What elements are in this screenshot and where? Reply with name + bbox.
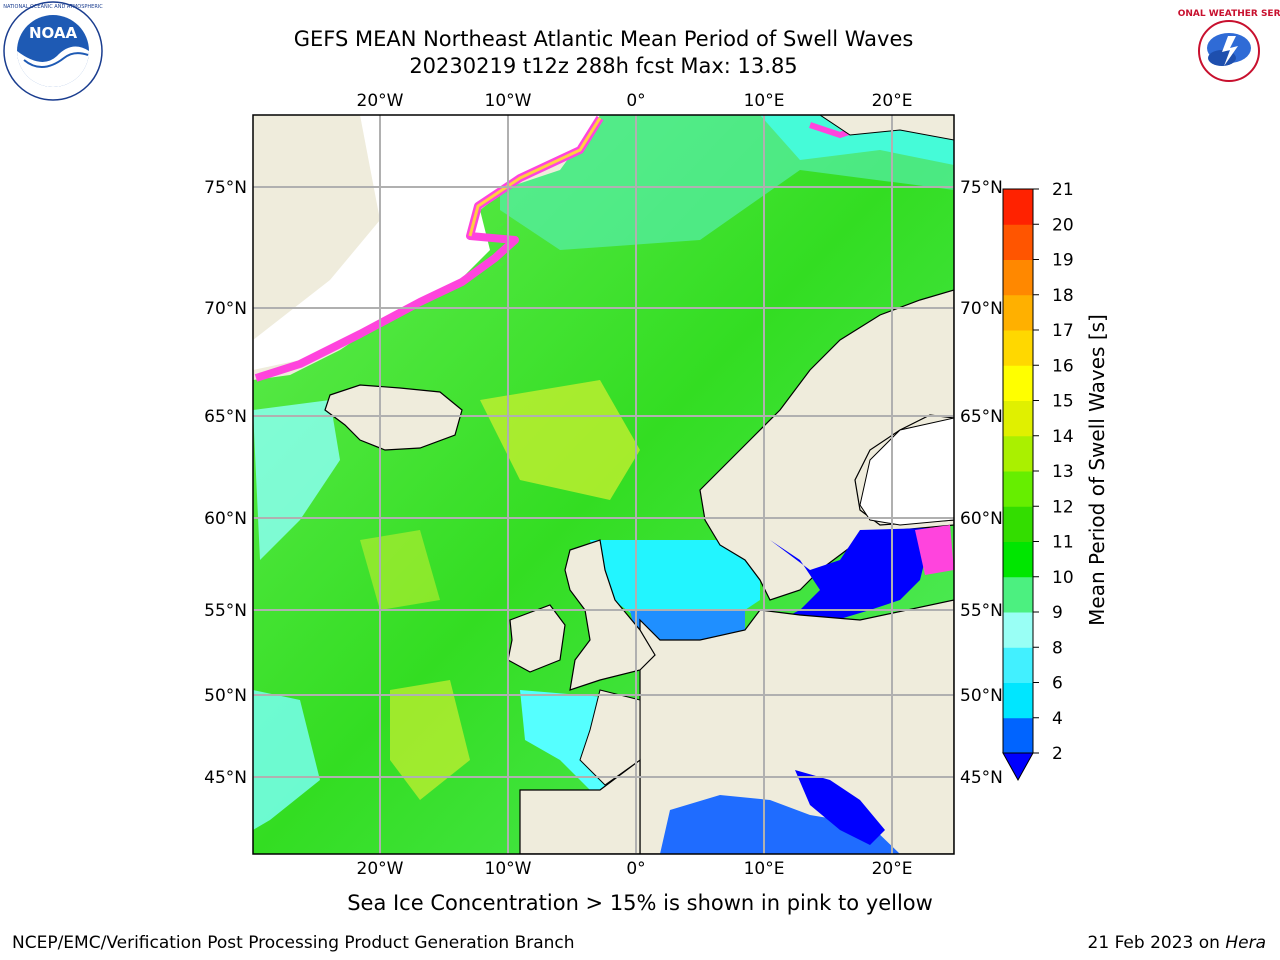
footer-host: Hera (1225, 933, 1266, 953)
colorbar-segment (1003, 647, 1033, 683)
colorbar-segment (1003, 294, 1033, 331)
colorbar-tick-label: 18 (1052, 286, 1074, 306)
lon-label: 20°E (872, 859, 913, 879)
nws-logo-text: NATIONAL WEATHER SERVICE (1178, 9, 1280, 19)
colorbar-tick-label: 10 (1052, 568, 1074, 588)
colorbar-tick-label: 11 (1052, 533, 1074, 553)
colorbar-tick-label: 16 (1052, 356, 1074, 376)
colorbar-label: Mean Period of Swell Waves [s] (1085, 314, 1109, 626)
colorbar-tick-label: 17 (1052, 321, 1074, 341)
lon-label: 0° (626, 859, 645, 879)
lon-labels-top: 20°W 10°W 0° 10°E 20°E (357, 91, 913, 111)
colorbar-segment (1003, 400, 1033, 437)
noaa-logo-text: NOAA (29, 24, 78, 42)
colorbar-tick-label: 14 (1052, 427, 1074, 447)
lon-label: 20°W (357, 859, 404, 879)
lat-label: 75°N (960, 178, 1003, 198)
lat-label: 75°N (204, 178, 247, 198)
colorbar-tick-label: 20 (1052, 215, 1074, 235)
footer-date-text: 21 Feb 2023 on (1087, 933, 1226, 953)
nws-logo: NATIONAL WEATHER SERVICE (1178, 5, 1280, 97)
noaa-logo: NOAA NATIONAL OCEANIC AND ATMOSPHERIC (3, 1, 103, 101)
lat-label: 60°N (960, 509, 1003, 529)
colorbar-segment (1003, 259, 1033, 296)
colorbar-tick-label: 15 (1052, 392, 1074, 412)
colorbar-tick-label: 2 (1052, 744, 1063, 764)
lat-label: 65°N (960, 407, 1003, 427)
lon-label: 10°E (744, 91, 785, 111)
lat-labels-left: 75°N 70°N 65°N 60°N 55°N 50°N 45°N (204, 178, 247, 788)
map-field (253, 115, 954, 854)
colorbar-segment (1003, 189, 1033, 225)
lat-label: 60°N (204, 509, 247, 529)
colorbar-tick-label: 12 (1052, 497, 1074, 517)
chart-title: GEFS MEAN Northeast Atlantic Mean Period… (293, 27, 914, 51)
colorbar-segment (1003, 224, 1033, 260)
colorbar-segment (1003, 506, 1033, 542)
graticule (253, 115, 954, 854)
colorbar-segment (1003, 471, 1033, 507)
footer-credit: NCEP/EMC/Verification Post Processing Pr… (12, 933, 575, 953)
footer-date: 21 Feb 2023 on Hera (1088, 933, 1266, 953)
lat-label: 70°N (204, 299, 247, 319)
lat-label: 70°N (960, 299, 1003, 319)
lat-label: 55°N (960, 601, 1003, 621)
colorbar-tick-label: 4 (1052, 709, 1063, 729)
lon-labels-bottom: 20°W 10°W 0° 10°E 20°E (357, 859, 913, 879)
sea-ice-caption: Sea Ice Concentration > 15% is shown in … (347, 891, 933, 915)
colorbar-tick-label: 8 (1052, 638, 1063, 658)
colorbar-segment (1003, 365, 1033, 401)
colorbar-segment (1003, 435, 1033, 472)
lon-label: 10°W (485, 91, 532, 111)
colorbar-segment (1003, 612, 1033, 648)
colorbar-segment (1003, 682, 1033, 719)
lon-label: 20°E (872, 91, 913, 111)
lat-label: 45°N (960, 768, 1003, 788)
colorbar-tick-label: 9 (1052, 603, 1063, 623)
colorbar-tick-label: 19 (1052, 251, 1074, 271)
colorbar-tick-label: 6 (1052, 674, 1063, 694)
lon-label: 10°E (744, 859, 785, 879)
lat-label: 65°N (204, 407, 247, 427)
colorbar: 21 20 19 18 17 16 15 14 13 12 11 10 9 8 6 4 2 (1002, 180, 1074, 782)
lat-label: 45°N (204, 768, 247, 788)
lat-label: 50°N (204, 686, 247, 706)
map-frame (252, 114, 955, 855)
lon-label: 20°W (357, 91, 404, 111)
lon-label: 10°W (485, 859, 532, 879)
lon-label: 0° (626, 91, 645, 111)
svg-text:NATIONAL OCEANIC AND ATMOSPHER: NATIONAL OCEANIC AND ATMOSPHERIC (3, 4, 103, 10)
colorbar-segment (1003, 330, 1033, 366)
colorbar-segment (1003, 576, 1033, 613)
colorbar-under-arrow (1002, 752, 1034, 782)
colorbar-segment (1003, 541, 1033, 578)
lat-labels-right: 75°N 70°N 65°N 60°N 55°N 50°N 45°N (960, 178, 1003, 788)
lat-label: 55°N (204, 601, 247, 621)
colorbar-tick-label: 13 (1052, 462, 1074, 482)
chart-subtitle: 20230219 t12z 288h fcst Max: 13.85 (409, 54, 798, 78)
colorbar-segment (1003, 717, 1033, 754)
colorbar-tick-label: 21 (1052, 180, 1074, 200)
lat-label: 50°N (960, 686, 1003, 706)
